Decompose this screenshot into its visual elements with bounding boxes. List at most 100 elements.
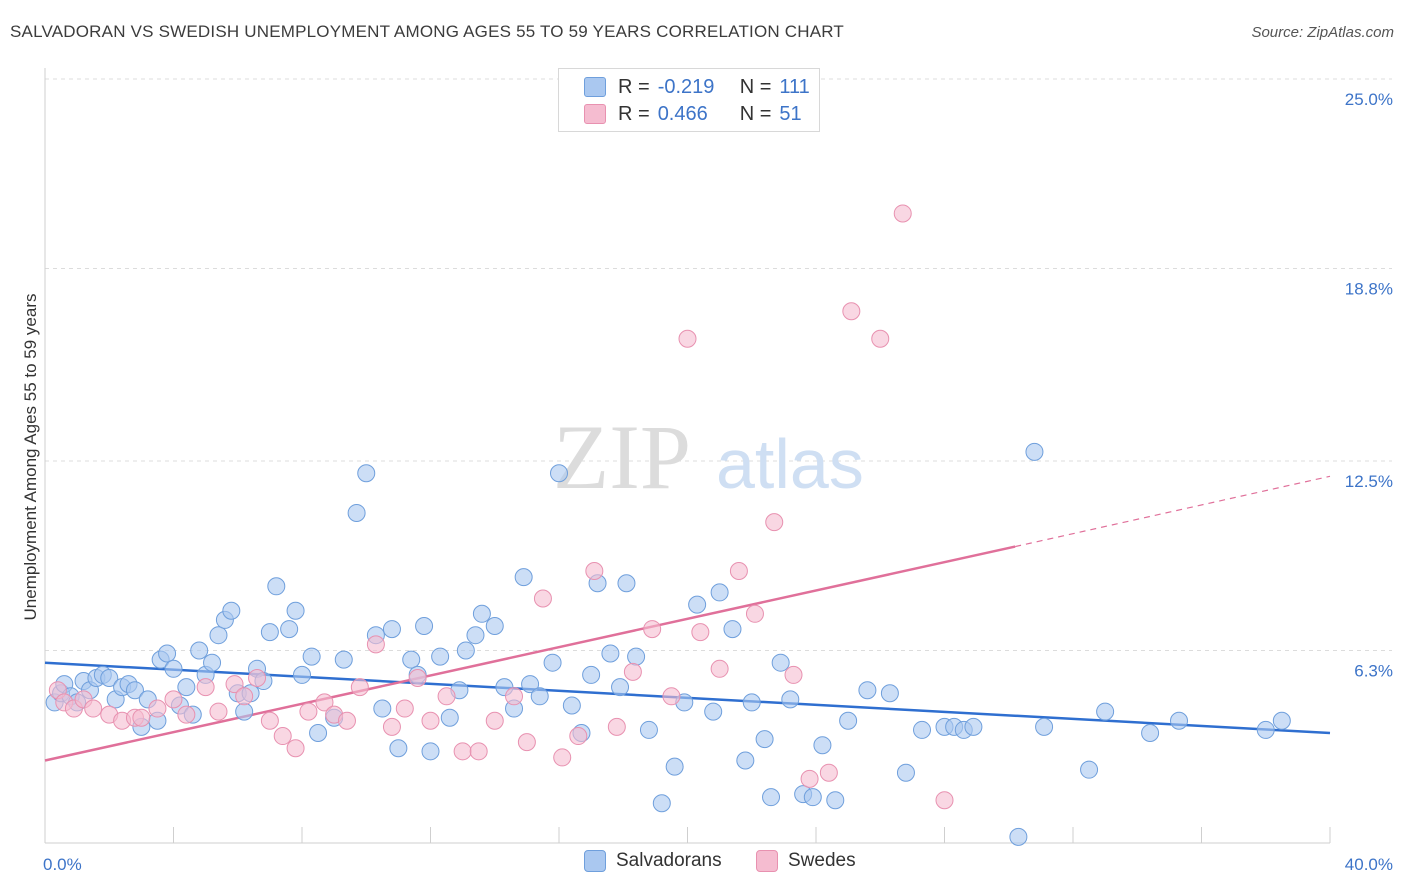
salvadoran-point <box>704 702 723 721</box>
swede-point <box>729 562 748 581</box>
salvadoran-point <box>550 464 568 483</box>
series-legend: Salvadorans Swedes <box>0 850 1406 878</box>
data-points <box>45 204 1291 846</box>
swede-trend-extension <box>1015 475 1331 548</box>
salvadoran-point <box>431 647 450 666</box>
swede-point <box>84 699 103 718</box>
salvadoran-point <box>1272 711 1291 730</box>
salvadoran-point <box>582 665 601 684</box>
swede-point <box>132 708 151 727</box>
swede-point <box>148 699 167 718</box>
swede-point <box>784 665 803 684</box>
salvadoran-point <box>222 601 241 620</box>
swede-point <box>643 620 662 639</box>
salvadoran-point <box>543 653 562 672</box>
salvadoran-point <box>521 675 540 694</box>
salvadoran-point <box>913 720 932 739</box>
salvadoran-point <box>781 690 800 709</box>
swede-point <box>469 742 488 761</box>
salvadoran-point <box>466 626 485 645</box>
swede-point <box>248 668 267 687</box>
salvadoran-point <box>611 678 630 697</box>
y-tick-label: 12.5% <box>1345 472 1393 491</box>
y-tick-label: 6.3% <box>1354 661 1393 680</box>
salvadoran-point <box>652 794 671 813</box>
salvadoran-point <box>1080 760 1099 779</box>
salvadoran-point <box>813 736 832 755</box>
salvadoran-point <box>826 791 845 810</box>
legend-n-value: 111 <box>779 75 810 98</box>
legend-n-label: N = <box>739 102 772 125</box>
salvadoran-point <box>347 503 366 522</box>
legend-r-label: R = <box>618 75 650 98</box>
legend-n-label: N = <box>739 75 772 98</box>
salvadoran-point <box>665 757 684 776</box>
salvadoran-point <box>302 647 321 666</box>
salvadoran-point <box>164 659 183 678</box>
salvadoran-point <box>357 464 376 483</box>
salvadoran-point <box>1096 702 1115 721</box>
legend-row-swedes: R = 0.466 N = 51 <box>584 101 802 127</box>
salvadoran-point <box>421 742 440 761</box>
salvadoran-point <box>382 620 401 639</box>
swede-point <box>623 662 642 681</box>
salvadoran-point <box>456 641 475 660</box>
swede-point <box>710 659 729 678</box>
legend-r-value: 0.466 <box>657 102 708 125</box>
swede-point <box>585 562 604 581</box>
salvadoran-point <box>209 626 228 645</box>
swede-point <box>286 739 305 758</box>
legend-label-salvadorans: Salvadorans <box>616 850 722 871</box>
swede-point <box>196 678 215 697</box>
swede-point <box>421 711 440 730</box>
swede-point <box>437 687 456 706</box>
salvadoran-point <box>260 623 279 642</box>
legend-item-salvadorans: Salvadorans <box>584 850 722 872</box>
salvadoran-point <box>402 650 421 669</box>
swede-point <box>235 687 254 706</box>
swede-point <box>505 687 524 706</box>
salvadoran-point <box>267 577 286 596</box>
salvadoran-point <box>688 595 707 614</box>
salvadoran-point <box>839 711 858 730</box>
salvadoran-point <box>723 620 742 639</box>
swede-point <box>209 702 228 721</box>
y-axis-label: Unemployment Among Ages 55 to 59 years <box>21 294 40 621</box>
salvadoran-point <box>485 617 504 636</box>
swede-point <box>315 693 334 712</box>
salvadoran-point <box>803 788 822 807</box>
salvadoran-point <box>896 763 915 782</box>
salvadoran-point <box>710 583 729 602</box>
swede-point <box>485 711 504 730</box>
salvadoran-point <box>562 696 581 715</box>
swede-point <box>745 604 764 623</box>
swede-point <box>607 717 626 736</box>
legend-item-swedes: Swedes <box>756 850 856 872</box>
watermark: ZIP atlas <box>553 406 864 508</box>
salvadoran-point <box>235 702 254 721</box>
salvadoran-point <box>617 574 636 593</box>
swede-point <box>871 329 890 348</box>
salvadoran-point <box>755 730 774 749</box>
swede-point <box>553 748 572 767</box>
swede-point <box>569 727 588 746</box>
legend-r-label: R = <box>618 102 650 125</box>
salvadoran-point <box>771 653 790 672</box>
swede-point <box>800 769 819 788</box>
swede-point <box>408 668 427 687</box>
swede-point <box>691 623 710 642</box>
salvadoran-point <box>880 684 899 703</box>
salvadoran-point <box>440 708 459 727</box>
watermark-atlas: atlas <box>716 425 864 503</box>
swede-point <box>395 699 414 718</box>
swede-point <box>382 717 401 736</box>
salvadoran-point <box>415 617 434 636</box>
legend-swatch-swedes <box>756 850 778 872</box>
swede-point <box>842 302 861 321</box>
salvadoran-point <box>177 678 196 697</box>
grid-lines <box>45 78 1392 651</box>
swede-point <box>453 742 472 761</box>
salvadoran-point <box>389 739 408 758</box>
legend-r-value: -0.219 <box>657 75 715 98</box>
